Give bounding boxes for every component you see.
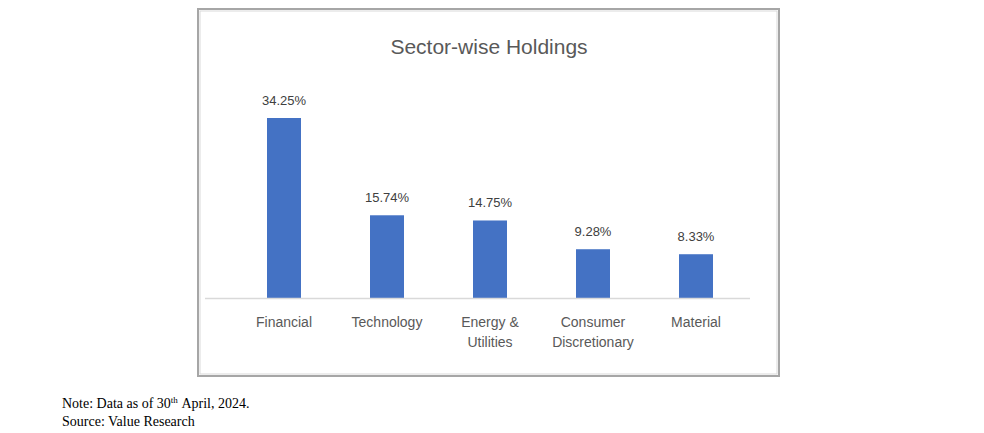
axis-baseline: [205, 298, 750, 300]
bar: [267, 118, 301, 298]
note: Note: Data as of 30th April, 2024.: [62, 395, 249, 411]
x-tick-labels: Financial Technology Energy &Utilities Cons…: [256, 314, 721, 350]
x-tick-label: Material: [671, 314, 721, 330]
data-label: 15.74%: [365, 190, 410, 205]
data-labels: 34.25% 15.74% 14.75% 9.28% 8.33%: [262, 93, 715, 244]
chart-svg: Sector-wise Holdings 34.25% 15.74% 14.75% 9.…: [0, 0, 984, 433]
data-label: 9.28%: [575, 224, 612, 239]
x-tick-label: Technology: [352, 314, 423, 330]
bar: [679, 254, 713, 298]
x-tick-label: ConsumerDiscretionary: [552, 314, 634, 350]
data-label: 8.33%: [678, 229, 715, 244]
data-label: 34.25%: [262, 93, 307, 108]
bar: [576, 249, 610, 298]
data-label: 14.75%: [468, 195, 513, 210]
bars: [267, 118, 713, 298]
x-tick-label: Financial: [256, 314, 312, 330]
bar: [473, 220, 507, 298]
x-tick-label: Energy &Utilities: [461, 314, 519, 350]
chart-title: Sector-wise Holdings: [390, 35, 587, 58]
source: Source: Value Research: [62, 414, 195, 429]
bar: [370, 215, 404, 298]
chart-frame-inner: [200, 11, 777, 374]
chart-frame: [198, 9, 779, 376]
